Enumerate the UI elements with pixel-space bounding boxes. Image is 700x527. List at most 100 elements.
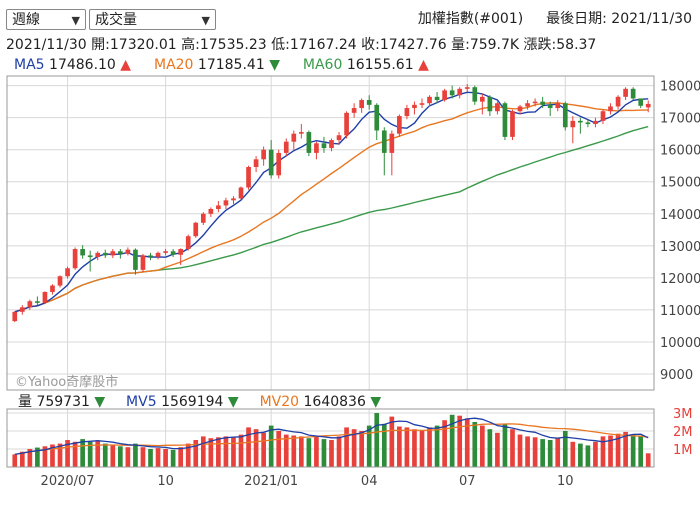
ma20-value: 17185.41 <box>197 57 265 73</box>
volume-bar <box>532 437 538 467</box>
x-tick-label: 10 <box>157 474 174 489</box>
volume-bar <box>193 440 199 467</box>
candle-body <box>321 143 327 149</box>
candle-body <box>412 104 417 109</box>
candle-body <box>449 90 455 96</box>
open-value: 17320.01 <box>109 37 177 53</box>
mv20-label: MV20 <box>259 394 300 410</box>
ma20-label: MA20 <box>153 57 194 73</box>
volume-value: 759.7K <box>469 37 520 53</box>
price-tick-label: 9000 <box>660 368 693 383</box>
volume-bar <box>110 445 116 467</box>
candle-body <box>125 249 131 254</box>
candle-body <box>645 103 651 108</box>
volume-bar <box>615 433 621 467</box>
volume-bar <box>381 423 387 467</box>
period-select[interactable]: 週線 ▼ <box>6 9 86 30</box>
volume-bar <box>223 436 229 467</box>
price-tick-label: 16000 <box>660 144 700 159</box>
volume-bar <box>50 444 55 467</box>
volume-bar <box>540 439 545 467</box>
change-label: 漲跌: <box>523 37 557 53</box>
volume-bar <box>163 449 168 467</box>
candle-body <box>351 108 357 113</box>
volume-bar <box>479 425 485 467</box>
volume-bar <box>57 443 63 467</box>
candle-body <box>517 106 523 112</box>
candle-body <box>464 87 470 89</box>
candle-body <box>472 87 478 102</box>
volume-bar <box>133 443 138 467</box>
candle-body <box>223 200 229 206</box>
vol-value: 759731 <box>36 394 90 410</box>
candle-body <box>27 301 33 308</box>
volume-tick-label: 2M <box>673 425 693 440</box>
volume-bar <box>366 425 372 467</box>
candle-body <box>80 249 85 256</box>
candle-body <box>185 236 191 250</box>
candle-body <box>585 122 591 125</box>
candle-body <box>261 149 266 160</box>
candle-body <box>397 116 402 134</box>
candle-body <box>42 291 48 303</box>
volume-tick-label: 3M <box>673 407 693 422</box>
candle-body <box>268 149 274 176</box>
candle-body <box>457 88 463 96</box>
volume-bar <box>517 434 523 467</box>
volume-tick-label: 1M <box>673 443 693 458</box>
candle-body <box>95 252 101 258</box>
price-panel-frame <box>6 75 655 391</box>
candle-body <box>87 255 93 258</box>
volume-bar <box>434 425 440 467</box>
candle-body <box>487 96 493 112</box>
last-date-label: 最後日期: <box>546 11 607 27</box>
candle-body <box>600 111 606 121</box>
candle-body <box>495 103 500 112</box>
volume-bar <box>442 420 447 467</box>
chevron-down-icon: ▼ <box>201 14 210 27</box>
volume-bar <box>170 449 176 467</box>
volume-bar <box>593 441 598 467</box>
candle-body <box>65 268 70 277</box>
candle-body <box>381 130 387 153</box>
candle-body <box>163 251 168 253</box>
volume-bar <box>344 427 349 467</box>
open-label: 開: <box>91 37 110 53</box>
candle-body <box>630 88 636 99</box>
mv5-value: 1569194 <box>161 394 224 410</box>
vol-label: 量 <box>18 394 32 410</box>
volume-bar <box>585 445 591 467</box>
volume-bar <box>185 443 191 467</box>
high-label: 高: <box>181 37 200 53</box>
volume-bar <box>449 414 455 467</box>
volume-bar <box>291 435 297 467</box>
candle-body <box>615 96 621 107</box>
price-tick-label: 11000 <box>660 304 700 319</box>
volume-bar <box>351 429 357 467</box>
volume-legend: 量 759731 ▼ MV5 1569194 ▼ MV20 1640836 ▼ <box>18 393 381 411</box>
volume-bar <box>238 434 244 467</box>
volume-bar <box>457 415 463 467</box>
volume-bar <box>412 429 417 467</box>
candle-body <box>502 103 508 137</box>
ma20-direction: ▼ <box>269 57 280 73</box>
volume-bar <box>231 437 236 467</box>
candle-body <box>57 276 63 286</box>
candle-body <box>562 103 568 128</box>
grid <box>7 76 654 467</box>
price-tick-label: 15000 <box>660 176 700 191</box>
volume-bar <box>578 443 583 467</box>
candle-body <box>276 152 282 176</box>
volume-bar <box>19 451 25 467</box>
candle-body <box>216 205 221 209</box>
candle-body <box>291 133 297 142</box>
indicator-select[interactable]: 成交量 ▼ <box>89 9 216 30</box>
candle-body <box>540 101 545 105</box>
volume-bar <box>87 441 93 467</box>
vol-direction: ▼ <box>94 394 106 410</box>
candle-body <box>578 120 583 123</box>
volume-bar <box>72 441 78 467</box>
volume-bar <box>547 440 553 467</box>
ma-legend: MA5 17486.10 ▲ MA20 17185.41 ▼ MA60 1615… <box>14 56 429 74</box>
